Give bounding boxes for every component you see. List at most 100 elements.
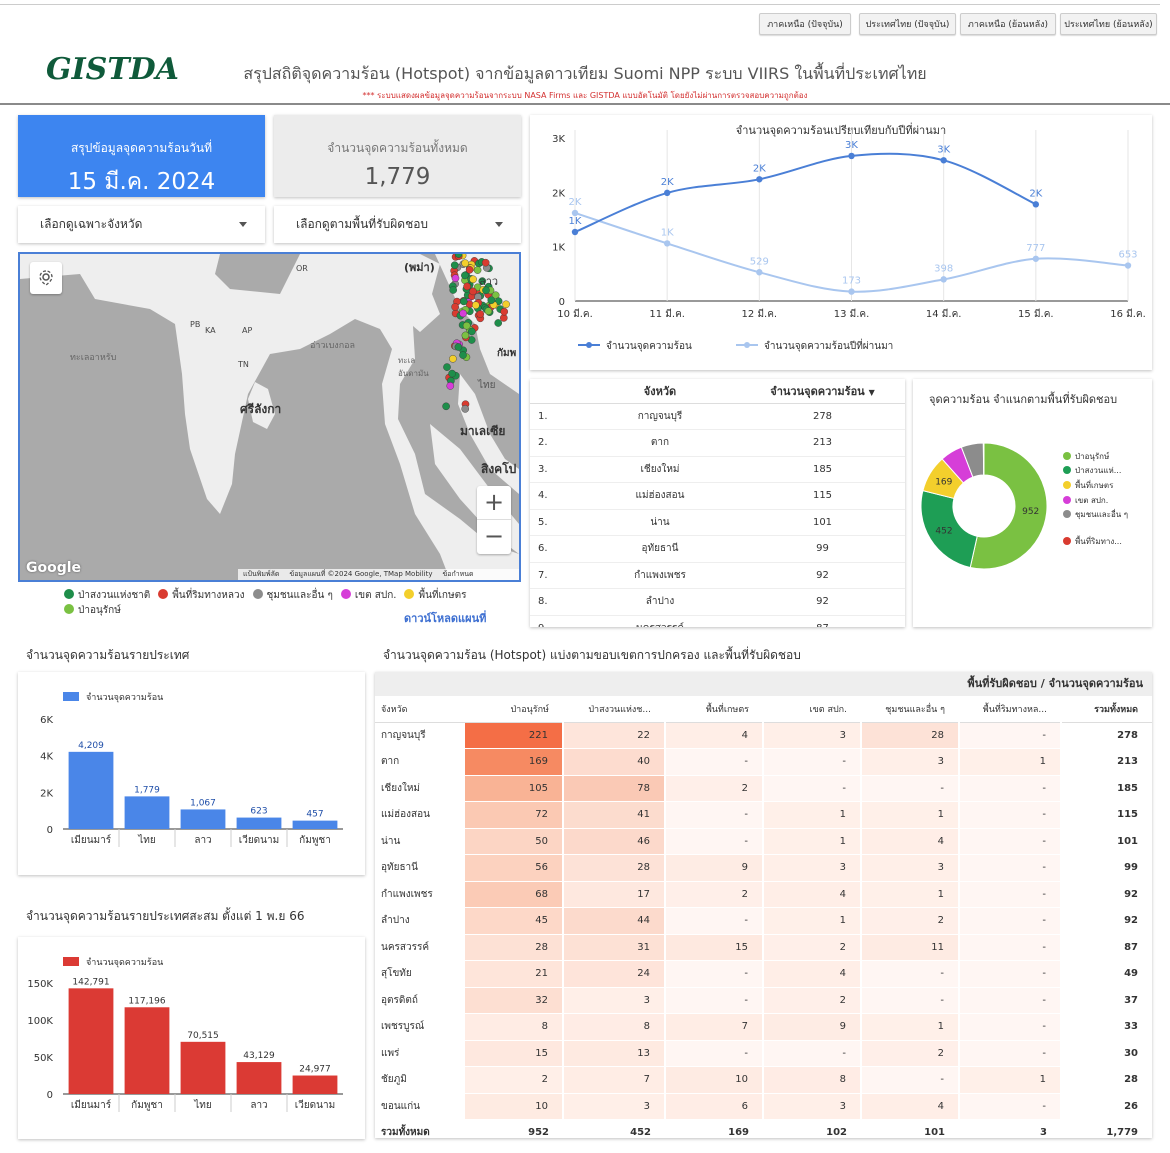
terms-link[interactable]: ข้อกำหนด bbox=[442, 570, 474, 578]
map-label-andaman: ทะเลอันดามัน bbox=[398, 356, 429, 378]
table-row[interactable]: แม่ฮ่องสอน 72 41-1 1-115 bbox=[375, 801, 1152, 829]
bar-value-label: 4,209 bbox=[78, 741, 104, 751]
table-row[interactable]: เพชรบูรณ์ 8 8 7 9 1-33 bbox=[375, 1013, 1152, 1041]
map-legend-item: พื้นที่เกษตร bbox=[404, 589, 466, 601]
province-dropdown[interactable]: เลือกดูเฉพาะจังหวัด bbox=[18, 206, 265, 243]
table-row[interactable]: กำแพงเพชร 68 17 2 4 1-92 bbox=[375, 881, 1152, 908]
x-tick-label: เวียดนาม bbox=[239, 834, 279, 846]
table-row[interactable]: กาญจนบุรี 221 22 4 3 28-278 bbox=[375, 722, 1152, 749]
table-row[interactable]: นครสวรรค์ 28 31 15 2 11-87 bbox=[375, 934, 1152, 961]
x-tick-label: ลาว bbox=[250, 1100, 267, 1111]
hotspot-dot bbox=[454, 343, 463, 351]
nav-thailand-current-button[interactable]: ประเทศไทย (ปัจจุบัน) bbox=[859, 13, 956, 35]
nav-thailand-history-button[interactable]: ประเทศไทย (ย้อนหลัง) bbox=[1060, 13, 1157, 35]
province-column-header[interactable]: จังหวัด bbox=[643, 384, 677, 398]
legend-label: จำนวนจุดความร้อนปีที่ผ่านมา bbox=[764, 338, 893, 352]
data-label: 173 bbox=[842, 276, 861, 287]
table-row[interactable]: ตาก 169 40- -3 1 213 bbox=[375, 748, 1152, 776]
table-row[interactable]: 7. กำแพงเพชร 92 bbox=[530, 562, 905, 589]
y-tick-label: 3K bbox=[552, 134, 565, 145]
legend-label: ป่าสงวนแห่งชาติ bbox=[78, 590, 151, 601]
bar-value-label: 1,779 bbox=[134, 785, 160, 795]
heatmap-column-header[interactable]: ป่าสงวนแห่งช... bbox=[588, 704, 651, 715]
table-row[interactable]: 1. กาญจนบุรี 278 bbox=[530, 403, 905, 430]
table-row[interactable]: เชียงใหม่ 105 78 2- - -185 bbox=[375, 775, 1152, 802]
province-cell: ตาก bbox=[375, 748, 465, 776]
y-tick-label: 6K bbox=[40, 715, 53, 726]
table-row[interactable]: ชัยภูมิ 2 7 10 8-1 28 bbox=[375, 1066, 1152, 1094]
srilanka-landmass bbox=[248, 382, 275, 429]
table-row[interactable]: 8. ลำปาง 92 bbox=[530, 589, 905, 615]
heatmap-column-header[interactable]: พื้นที่ริมทางหล... bbox=[982, 704, 1047, 715]
map-label-thai: ไทย bbox=[478, 380, 496, 391]
table-row[interactable]: 3. เชียงใหม่ 185 bbox=[530, 456, 905, 483]
heatmap-column-header[interactable]: เขต สปก. bbox=[809, 704, 847, 715]
province-cell: ลำปาง bbox=[375, 907, 465, 935]
total-cell: 102 bbox=[763, 1119, 861, 1138]
data-label: 2K bbox=[1029, 188, 1042, 199]
heatmap-column-header[interactable]: จังหวัด bbox=[381, 704, 408, 715]
rank-cell: 6. bbox=[538, 543, 548, 555]
area-dropdown[interactable]: เลือกดูตามพื้นที่รับผิดชอบ bbox=[274, 206, 521, 243]
bar bbox=[236, 1062, 282, 1094]
data-label: 1K bbox=[661, 227, 674, 238]
table-row[interactable]: 5. น่าน 101 bbox=[530, 509, 905, 536]
heatmap-cell: - bbox=[665, 801, 764, 829]
keyboard-shortcuts-link[interactable]: แป้นพิมพ์ลัด bbox=[243, 570, 280, 578]
heatmap-column-header[interactable]: รวมทั้งหมด bbox=[1094, 704, 1138, 715]
hotspot-dot bbox=[451, 303, 459, 311]
zoom-out-button[interactable]: − bbox=[483, 522, 505, 550]
x-tick-label: กัมพูชา bbox=[131, 1100, 163, 1111]
x-tick-label: ลาว bbox=[194, 835, 211, 846]
hotspot-dot bbox=[461, 331, 470, 340]
heatmap-cell: 31 bbox=[563, 934, 666, 961]
legend-label: เขต สปก. bbox=[354, 590, 397, 601]
table-row[interactable]: แพร่ 15 13- -2-30 bbox=[375, 1040, 1152, 1067]
province-cell: ลำปาง bbox=[645, 596, 675, 608]
table-row[interactable]: 4. แม่ฮ่องสอน 115 bbox=[530, 483, 905, 509]
location-button[interactable] bbox=[30, 262, 62, 294]
table-row[interactable]: 2. ตาก 213 bbox=[530, 430, 905, 456]
heatmap-title: จำนวนจุดความร้อน (Hotspot) แบ่งตามขอบเขต… bbox=[383, 648, 801, 662]
heatmap-cell: - bbox=[763, 775, 862, 802]
heatmap-group-header: พื้นที่รับผิดชอบ / จำนวนจุดความร้อน bbox=[375, 672, 1152, 696]
heatmap-cell: - bbox=[959, 1013, 1062, 1041]
heatmap-cell: 15 bbox=[665, 934, 764, 961]
province-cell: กำแพงเพชร bbox=[634, 569, 686, 581]
zoom-in-button[interactable]: + bbox=[477, 486, 511, 520]
hotspot-map[interactable]: (พม่า) ลาว OR PB KA AP TN ศรีลังกา ทะเลอ… bbox=[18, 252, 521, 582]
table-row[interactable]: สุโขทัย 21 24-4- -49 bbox=[375, 960, 1152, 988]
heatmap-cell: 2 bbox=[465, 1066, 564, 1094]
series-point bbox=[848, 152, 855, 160]
download-map-link[interactable]: ดาวน์โหลดแผนที่ bbox=[404, 612, 487, 625]
table-row[interactable]: ลำปาง 45 44-1 2-92 bbox=[375, 907, 1152, 935]
map-label-arabian-sea: ทะเลอาหรับ bbox=[70, 353, 117, 363]
heatmap-column-header[interactable]: พื้นที่เกษตร bbox=[705, 704, 749, 715]
row-total-cell: 92 bbox=[1061, 907, 1152, 935]
table-row[interactable]: 6. อุทัยธานี 99 bbox=[530, 536, 905, 562]
heatmap-cell: 8 bbox=[465, 1013, 564, 1041]
table-row[interactable]: 9.นครสวรรค์87 bbox=[530, 615, 905, 627]
row-total-cell: 26 bbox=[1061, 1093, 1152, 1120]
total-cell: 1,779 bbox=[1061, 1119, 1152, 1138]
map-legend-item: เขต สปก. bbox=[340, 589, 397, 601]
table-row[interactable]: ขอนแก่น 10 3 6 3 4-26 bbox=[375, 1093, 1152, 1120]
heatmap-column-header[interactable]: ป่าอนุรักษ์ bbox=[510, 704, 549, 715]
x-tick-label: เมียนมาร์ bbox=[71, 834, 112, 846]
row-total-cell: 33 bbox=[1061, 1013, 1152, 1041]
summary-total-card: จำนวนจุดความร้อนทั้งหมด 1,779 bbox=[274, 115, 521, 197]
total-cell: 952 bbox=[465, 1119, 563, 1138]
nav-north-history-button[interactable]: ภาคเหนือ (ย้อนหลัง) bbox=[960, 13, 1056, 35]
table-row[interactable]: อุทัยธานี 56 28 9 3 3-99 bbox=[375, 854, 1152, 882]
table-row[interactable]: น่าน 50 46-1 4-101 bbox=[375, 828, 1152, 855]
count-cell: 185 bbox=[812, 463, 833, 475]
table-row[interactable]: อุตรดิตถ์ 32 3-2- -37 bbox=[375, 987, 1152, 1014]
heatmap-cell: 13 bbox=[563, 1040, 666, 1067]
heatmap-column-header[interactable]: ชุมชนและอื่น ๆ bbox=[885, 704, 945, 715]
donut-slice bbox=[982, 442, 985, 476]
count-column-header[interactable]: จำนวนจุดความร้อน ▼ bbox=[740, 379, 905, 403]
legend-dot bbox=[1063, 496, 1071, 504]
map-canvas bbox=[20, 254, 519, 580]
y-tick-label: 4K bbox=[40, 752, 53, 763]
nav-north-current-button[interactable]: ภาคเหนือ (ปัจจุบัน) bbox=[759, 13, 851, 35]
